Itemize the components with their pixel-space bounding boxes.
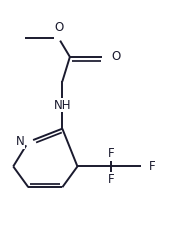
- Text: NH: NH: [54, 98, 71, 112]
- Text: F: F: [108, 147, 115, 160]
- Text: O: O: [112, 50, 121, 63]
- Text: N: N: [16, 135, 24, 148]
- Text: F: F: [149, 160, 156, 173]
- Text: F: F: [108, 173, 115, 186]
- Text: O: O: [54, 21, 63, 34]
